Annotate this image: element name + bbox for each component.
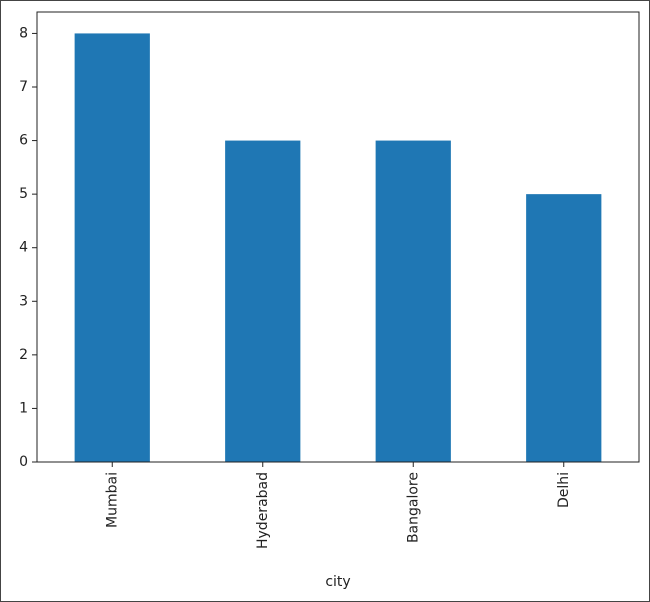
y-tick-label: 3 <box>19 293 28 309</box>
y-tick-label: 0 <box>19 454 28 470</box>
bar <box>225 140 301 463</box>
y-tick-label: 7 <box>19 79 28 95</box>
y-tick-label: 5 <box>19 186 28 202</box>
y-tick-label: 8 <box>19 25 28 41</box>
x-tick-label: Hyderabad <box>255 472 271 549</box>
x-axis-label: city <box>325 574 350 590</box>
bar <box>74 33 150 463</box>
y-tick-label: 4 <box>19 240 28 256</box>
bar <box>526 194 602 462</box>
x-tick-label: Bangalore <box>405 472 421 543</box>
y-tick-label: 6 <box>19 133 28 149</box>
plot-frame <box>36 11 640 463</box>
y-tick-label: 2 <box>19 347 28 363</box>
x-tick-label: Mumbai <box>104 472 120 528</box>
y-tick-label: 1 <box>19 400 28 416</box>
bar <box>375 140 451 463</box>
x-tick-label: Delhi <box>556 472 572 508</box>
